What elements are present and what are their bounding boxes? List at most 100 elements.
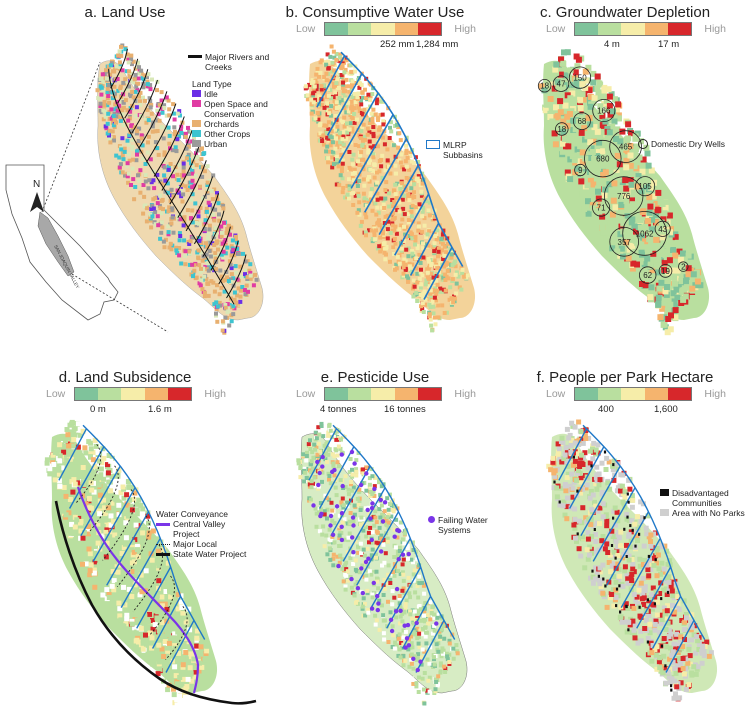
map-cell [563, 488, 569, 494]
map-cell [207, 223, 212, 228]
map-cell [350, 488, 355, 493]
map-cell [562, 483, 568, 489]
map-cell [363, 613, 368, 618]
map-cell [662, 615, 668, 621]
map-cell [326, 452, 331, 457]
map-cell [394, 231, 399, 236]
map-cell [646, 236, 653, 243]
map-cell [304, 476, 309, 480]
map-cell [61, 485, 67, 490]
map-cell [180, 676, 186, 682]
map-cell [177, 231, 182, 236]
map-cell [247, 287, 252, 292]
map-cell [391, 633, 396, 638]
map-cell [555, 441, 561, 447]
failing-system-dot [328, 513, 334, 519]
map-cell [206, 260, 211, 265]
map-cell [642, 238, 649, 245]
map-cell [599, 113, 606, 120]
map-cell [330, 155, 334, 160]
map-cell [398, 186, 403, 191]
map-cell [361, 528, 366, 533]
map-cell [367, 179, 372, 184]
map-cell [328, 109, 333, 114]
panel-c-title: c. Groundwater Depletion [539, 4, 711, 21]
map-cell [656, 247, 663, 254]
map-cell [130, 539, 136, 545]
map-cell [553, 69, 560, 76]
map-cell [673, 691, 678, 697]
map-cell [343, 563, 348, 568]
river-line [153, 116, 185, 177]
map-cell [691, 632, 697, 638]
map-cell [344, 110, 349, 115]
map-cell [229, 244, 234, 249]
map-cell [601, 93, 608, 100]
map-cell [406, 254, 411, 259]
map-cell [361, 191, 366, 196]
map-cell [254, 277, 259, 282]
map-cell [651, 531, 656, 537]
map-cell [392, 200, 397, 204]
map-cell [123, 535, 129, 541]
map-cell [401, 653, 406, 658]
map-cell [95, 474, 101, 480]
map-cell [143, 632, 148, 638]
map-cell [612, 204, 619, 211]
map-cell [436, 249, 441, 254]
map-cell [117, 103, 122, 108]
map-cell [181, 169, 186, 174]
map-cell [80, 479, 86, 485]
map-cell [100, 533, 106, 539]
map-cell [110, 500, 116, 506]
scale-low: Low [296, 388, 316, 400]
map-cell [411, 621, 416, 626]
map-cell [134, 501, 140, 507]
map-cell [343, 485, 348, 489]
map-cell [199, 157, 204, 162]
map-cell [414, 266, 419, 271]
map-cell [376, 586, 381, 591]
map-cell [311, 481, 315, 486]
map-cell [141, 638, 147, 644]
map-cell [392, 573, 397, 578]
map-cell [587, 103, 594, 110]
map-cell [402, 541, 407, 546]
map-cell [301, 452, 306, 457]
map-cell [590, 99, 597, 106]
map-cell [347, 150, 352, 154]
map-cell [359, 111, 364, 115]
map-cell [625, 606, 631, 611]
map-cell [446, 249, 451, 254]
map-cell [153, 129, 158, 134]
map-cell [432, 241, 437, 246]
map-cell [335, 453, 340, 458]
map-cell [351, 552, 355, 557]
map-cell [630, 497, 636, 503]
map-cell [665, 669, 671, 675]
map-cell [329, 96, 334, 101]
map-cell [166, 167, 171, 172]
map-cell [674, 684, 680, 690]
map-cell [241, 251, 245, 256]
map-cell [562, 102, 569, 109]
map-cell [334, 120, 339, 125]
failing-system-dot [351, 550, 356, 555]
map-cell [370, 208, 375, 213]
map-cell [349, 585, 354, 590]
map-cell [156, 563, 162, 569]
map-cell [155, 88, 159, 93]
local-conveyance-line [165, 606, 188, 660]
subbasin-swatch [426, 140, 440, 149]
map-cell [199, 664, 205, 670]
map-cell [576, 546, 582, 552]
map-cell [364, 96, 368, 100]
map-cell [379, 99, 384, 104]
map-cell [415, 626, 420, 631]
map-cell [87, 505, 93, 511]
map-cell [560, 140, 566, 147]
map-cell [131, 177, 136, 182]
map-cell [661, 259, 668, 266]
map-cell [368, 94, 373, 99]
map-cell [140, 76, 145, 81]
